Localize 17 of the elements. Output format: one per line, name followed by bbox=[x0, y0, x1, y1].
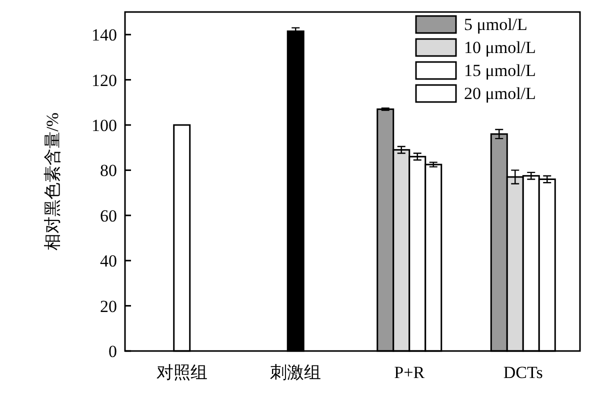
y-axis-title: 相对黑色素含量/% bbox=[43, 112, 62, 250]
y-tick-label: 20 bbox=[100, 296, 117, 316]
y-tick-label: 40 bbox=[100, 252, 117, 271]
y-tick-label: 140 bbox=[92, 26, 117, 45]
x-tick-label: DCTs bbox=[503, 363, 543, 382]
y-tick-label: 60 bbox=[100, 206, 117, 226]
y-tick-label: 80 bbox=[100, 161, 117, 180]
y-tick-label: 0 bbox=[108, 342, 117, 361]
legend-label: 15 μmol/L bbox=[464, 61, 536, 80]
legend-label: 20 μmol/L bbox=[464, 84, 536, 103]
x-tick-label: P+R bbox=[394, 363, 426, 382]
legend-label: 5 μmol/L bbox=[464, 15, 528, 34]
y-tick-label: 120 bbox=[92, 70, 117, 90]
x-tick-label: 对照组 bbox=[156, 363, 208, 382]
y-tick-label: 100 bbox=[92, 116, 117, 135]
x-tick-label: 刺激组 bbox=[270, 363, 322, 382]
legend-label: 10 μmol/L bbox=[464, 38, 536, 57]
